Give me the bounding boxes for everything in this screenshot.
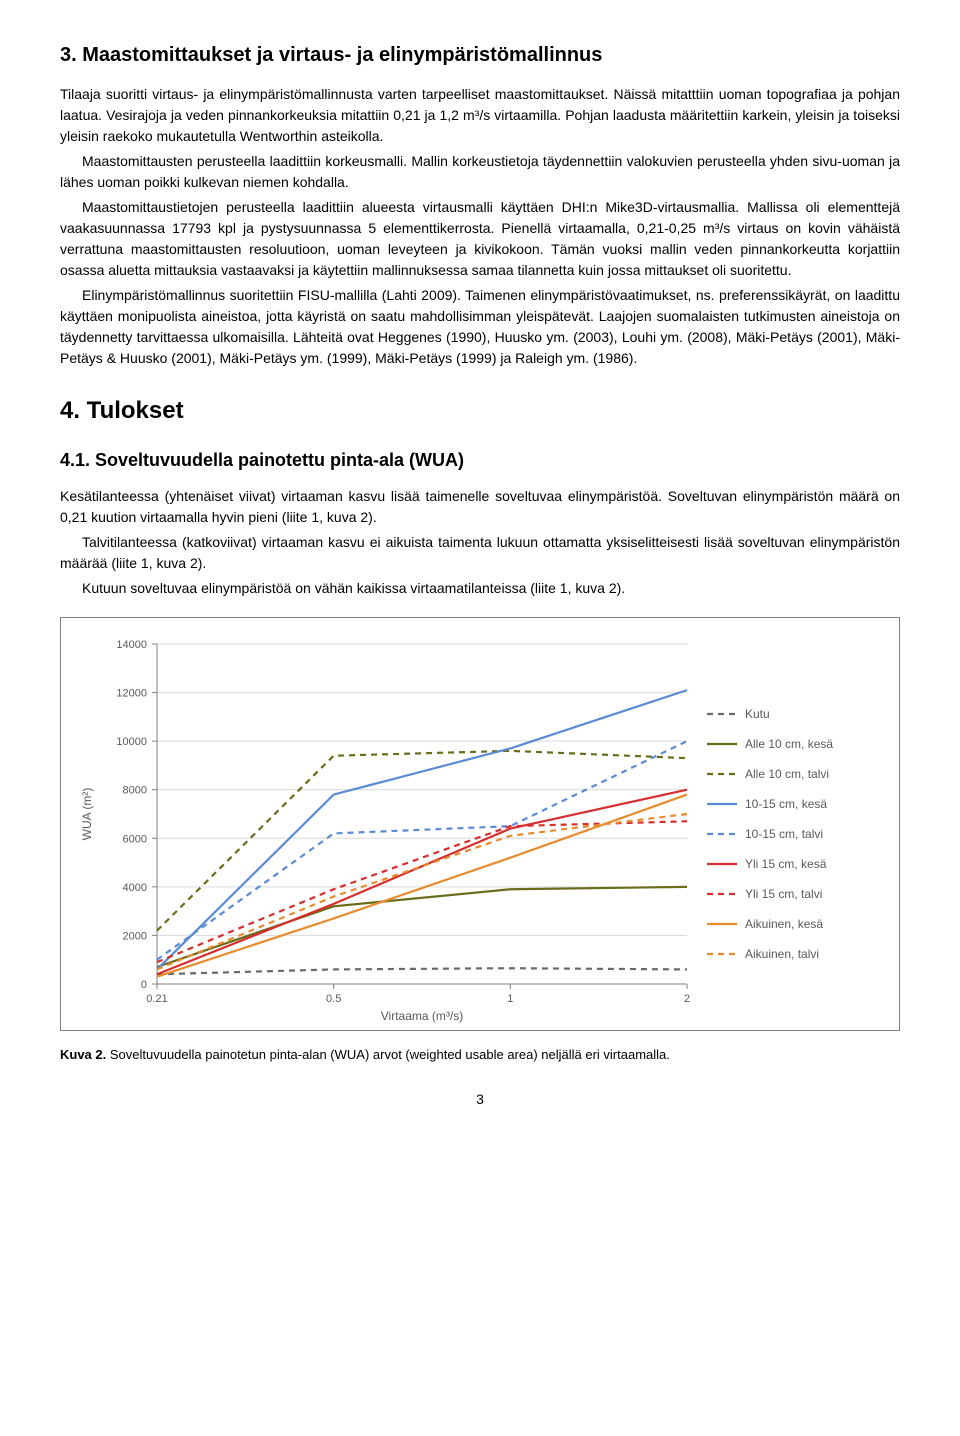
svg-text:Virtaama (m³/s): Virtaama (m³/s) xyxy=(381,1009,463,1023)
section-4-1-p2: Talvitilanteessa (katkoviivat) virtaaman… xyxy=(60,532,900,574)
svg-text:Alle 10 cm, talvi: Alle 10 cm, talvi xyxy=(745,767,829,781)
svg-text:1: 1 xyxy=(507,993,513,1005)
svg-text:Kutu: Kutu xyxy=(745,707,770,721)
wua-chart-container: 0 2000 4000 6000 8000 10000 12000 14000 0.21 0.5 1… xyxy=(60,617,900,1031)
section-4-1-p3: Kutuun soveltuvaa elinympäristöä on vähä… xyxy=(60,578,900,599)
svg-text:0.21: 0.21 xyxy=(146,993,167,1005)
svg-text:0.5: 0.5 xyxy=(326,993,341,1005)
svg-text:Yli 15 cm, kesä: Yli 15 cm, kesä xyxy=(745,857,827,871)
svg-text:12000: 12000 xyxy=(116,688,147,700)
section-3-p4: Elinympäristömallinnus suoritettiin FISU… xyxy=(60,285,900,369)
section-3-p1: Tilaaja suoritti virtaus- ja elinympäris… xyxy=(60,84,900,147)
svg-text:Aikuinen, talvi: Aikuinen, talvi xyxy=(745,947,819,961)
svg-text:0: 0 xyxy=(141,979,147,991)
figure-2-caption: Kuva 2. Soveltuvuudella painotetun pinta… xyxy=(60,1045,900,1065)
section-4-heading: 4. Tulokset xyxy=(60,393,900,429)
svg-text:Aikuinen, kesä: Aikuinen, kesä xyxy=(745,917,823,931)
svg-text:Yli 15 cm, talvi: Yli 15 cm, talvi xyxy=(745,887,822,901)
svg-text:WUA (m²): WUA (m²) xyxy=(80,788,94,841)
svg-text:Alle 10 cm, kesä: Alle 10 cm, kesä xyxy=(745,737,833,751)
svg-text:10-15 cm, kesä: 10-15 cm, kesä xyxy=(745,797,827,811)
svg-text:10-15 cm, talvi: 10-15 cm, talvi xyxy=(745,827,823,841)
svg-text:6000: 6000 xyxy=(123,833,147,845)
section-4-1-heading: 4.1. Soveltuvuudella painotettu pinta-al… xyxy=(60,447,900,474)
svg-text:14000: 14000 xyxy=(116,639,147,651)
section-3-heading: 3. Maastomittaukset ja virtaus- ja eliny… xyxy=(60,40,900,70)
page-number: 3 xyxy=(60,1089,900,1110)
svg-text:8000: 8000 xyxy=(123,785,147,797)
section-4-1-p1: Kesätilanteessa (yhtenäiset viivat) virt… xyxy=(60,486,900,528)
section-3-p3: Maastomittaustietojen perusteella laadit… xyxy=(60,197,900,281)
svg-text:4000: 4000 xyxy=(123,882,147,894)
svg-text:2: 2 xyxy=(684,993,690,1005)
section-3-p2: Maastomittausten perusteella laadittiin … xyxy=(60,151,900,193)
figure-2-text: Soveltuvuudella painotetun pinta-alan (W… xyxy=(106,1047,670,1062)
figure-2-label: Kuva 2. xyxy=(60,1047,106,1062)
svg-text:10000: 10000 xyxy=(116,736,147,748)
wua-chart: 0 2000 4000 6000 8000 10000 12000 14000 0.21 0.5 1… xyxy=(67,624,887,1024)
svg-text:2000: 2000 xyxy=(123,930,147,942)
